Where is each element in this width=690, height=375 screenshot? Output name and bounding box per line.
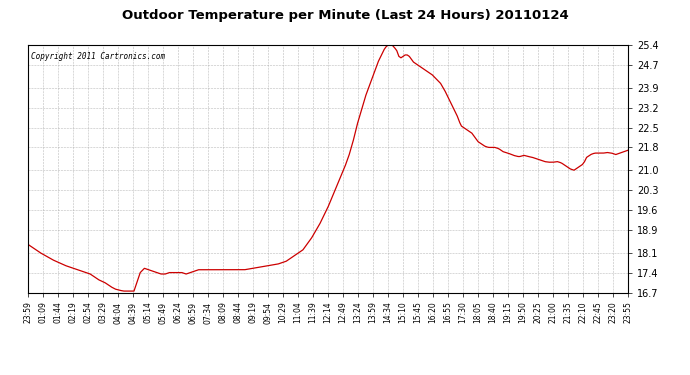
Text: Copyright 2011 Cartronics.com: Copyright 2011 Cartronics.com	[30, 53, 165, 62]
Text: Outdoor Temperature per Minute (Last 24 Hours) 20110124: Outdoor Temperature per Minute (Last 24 …	[121, 9, 569, 22]
